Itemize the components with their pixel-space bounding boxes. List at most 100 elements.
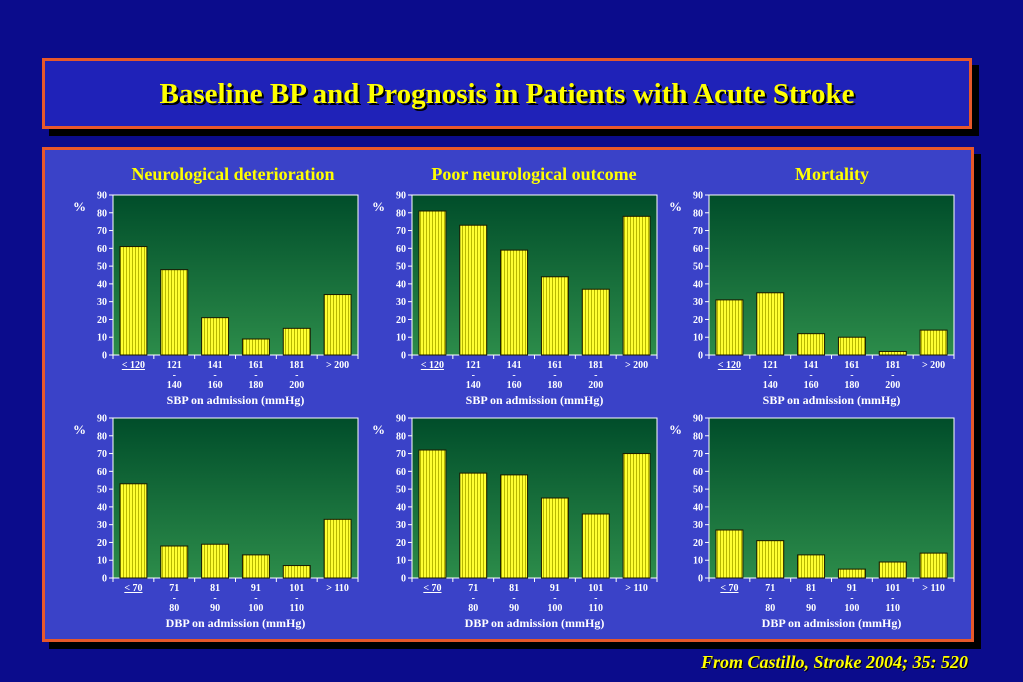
- y-tick-label: 90: [693, 414, 703, 425]
- x-tick-label: < 70: [124, 583, 142, 594]
- x-tick-label: 90: [509, 603, 519, 614]
- bar: [418, 210, 447, 356]
- y-tick-label: 60: [97, 244, 107, 255]
- x-axis-label: DBP on admission (mmHg): [166, 616, 306, 630]
- x-tick-label: 80: [765, 603, 775, 614]
- y-tick-label: 20: [693, 538, 703, 549]
- bar: [241, 338, 270, 356]
- y-axis-label: %: [372, 422, 385, 437]
- bar: [459, 224, 488, 356]
- y-tick-label: 70: [693, 226, 703, 237]
- x-tick-label: 121: [763, 360, 778, 371]
- y-tick-label: 70: [97, 449, 107, 460]
- y-tick-label: 90: [396, 414, 406, 425]
- y-tick-label: 90: [97, 414, 107, 425]
- y-tick-label: 60: [396, 467, 406, 478]
- bar: [622, 453, 651, 579]
- x-tick-label: > 110: [326, 583, 349, 594]
- bar: [160, 545, 189, 579]
- x-tick-label: 100: [844, 603, 859, 614]
- title-box: Baseline BP and Prognosis in Patients wi…: [42, 58, 972, 129]
- x-tick-label: -: [254, 593, 257, 604]
- y-tick-label: 80: [396, 208, 406, 219]
- y-tick-label: 50: [396, 485, 406, 496]
- x-tick-label: 91: [847, 583, 857, 594]
- x-tick-label: 81: [210, 583, 220, 594]
- y-tick-label: 0: [698, 351, 703, 362]
- x-tick-label: -: [850, 370, 853, 381]
- x-tick-label: 180: [547, 380, 562, 391]
- bar: [323, 294, 352, 356]
- bar: [622, 215, 651, 356]
- bar: [581, 513, 610, 579]
- x-tick-label: 101: [289, 583, 304, 594]
- x-tick-label: > 110: [625, 583, 648, 594]
- y-tick-label: 0: [102, 574, 107, 585]
- x-tick-label: -: [809, 593, 812, 604]
- bar: [878, 350, 907, 356]
- x-tick-label: 80: [468, 603, 478, 614]
- y-tick-label: 40: [693, 279, 703, 290]
- y-tick-label: 50: [396, 262, 406, 273]
- y-tick-label: 50: [97, 262, 107, 273]
- y-tick-label: 20: [97, 315, 107, 326]
- y-tick-label: 10: [97, 556, 107, 567]
- y-tick-label: 80: [693, 208, 703, 219]
- chart-title: Neurological deterioration: [131, 164, 334, 184]
- y-axis-label: %: [73, 199, 86, 214]
- x-tick-label: 160: [208, 380, 223, 391]
- x-tick-label: -: [254, 370, 257, 381]
- plot-area: [112, 194, 359, 356]
- x-tick-label: 91: [550, 583, 560, 594]
- x-tick-label: -: [891, 593, 894, 604]
- y-tick-label: 40: [396, 279, 406, 290]
- bar: [241, 554, 270, 579]
- x-tick-label: 71: [468, 583, 478, 594]
- x-tick-label: 181: [885, 360, 900, 371]
- chart-title: Poor neurological outcome: [431, 164, 636, 184]
- bar: [919, 329, 948, 356]
- y-tick-label: 80: [693, 431, 703, 442]
- bar: [119, 246, 148, 356]
- x-tick-label: -: [594, 593, 597, 604]
- y-axis-label: %: [372, 199, 385, 214]
- x-tick-label: 90: [210, 603, 220, 614]
- x-tick-label: 90: [806, 603, 816, 614]
- plot-area: [708, 194, 955, 356]
- x-tick-label: 161: [547, 360, 562, 371]
- x-axis-label: DBP on admission (mmHg): [762, 616, 902, 630]
- x-tick-label: > 110: [922, 583, 945, 594]
- y-tick-label: 70: [97, 226, 107, 237]
- x-tick-label: < 70: [720, 583, 738, 594]
- slide-title: Baseline BP and Prognosis in Patients wi…: [159, 78, 855, 110]
- bar: [119, 483, 148, 579]
- chart-2: Poor neurological outcome 0 10 20 30 40 50 60 70…: [372, 164, 658, 407]
- bar: [919, 552, 948, 579]
- y-tick-label: 70: [396, 226, 406, 237]
- plot-area: [411, 417, 658, 579]
- x-tick-label: < 70: [423, 583, 441, 594]
- bar: [323, 518, 352, 579]
- x-tick-label: 160: [804, 380, 819, 391]
- plot-area: [708, 417, 955, 579]
- bar: [837, 568, 866, 579]
- y-tick-label: 50: [97, 485, 107, 496]
- bar: [500, 474, 529, 579]
- bar: [418, 449, 447, 579]
- bar: [715, 299, 744, 356]
- y-tick-label: 60: [693, 467, 703, 478]
- bar: [201, 317, 230, 356]
- x-tick-label: -: [850, 593, 853, 604]
- y-tick-label: 70: [396, 449, 406, 460]
- x-tick-label: 180: [844, 380, 859, 391]
- y-tick-label: 10: [97, 333, 107, 344]
- y-axis-label: %: [73, 422, 86, 437]
- y-tick-label: 40: [693, 502, 703, 513]
- x-tick-label: > 200: [326, 360, 349, 371]
- y-tick-label: 60: [97, 467, 107, 478]
- source-credit: From Castillo, Stroke 2004; 35: 520: [700, 652, 968, 672]
- x-tick-label: -: [809, 370, 812, 381]
- x-tick-label: 200: [885, 380, 900, 391]
- x-tick-label: -: [769, 593, 772, 604]
